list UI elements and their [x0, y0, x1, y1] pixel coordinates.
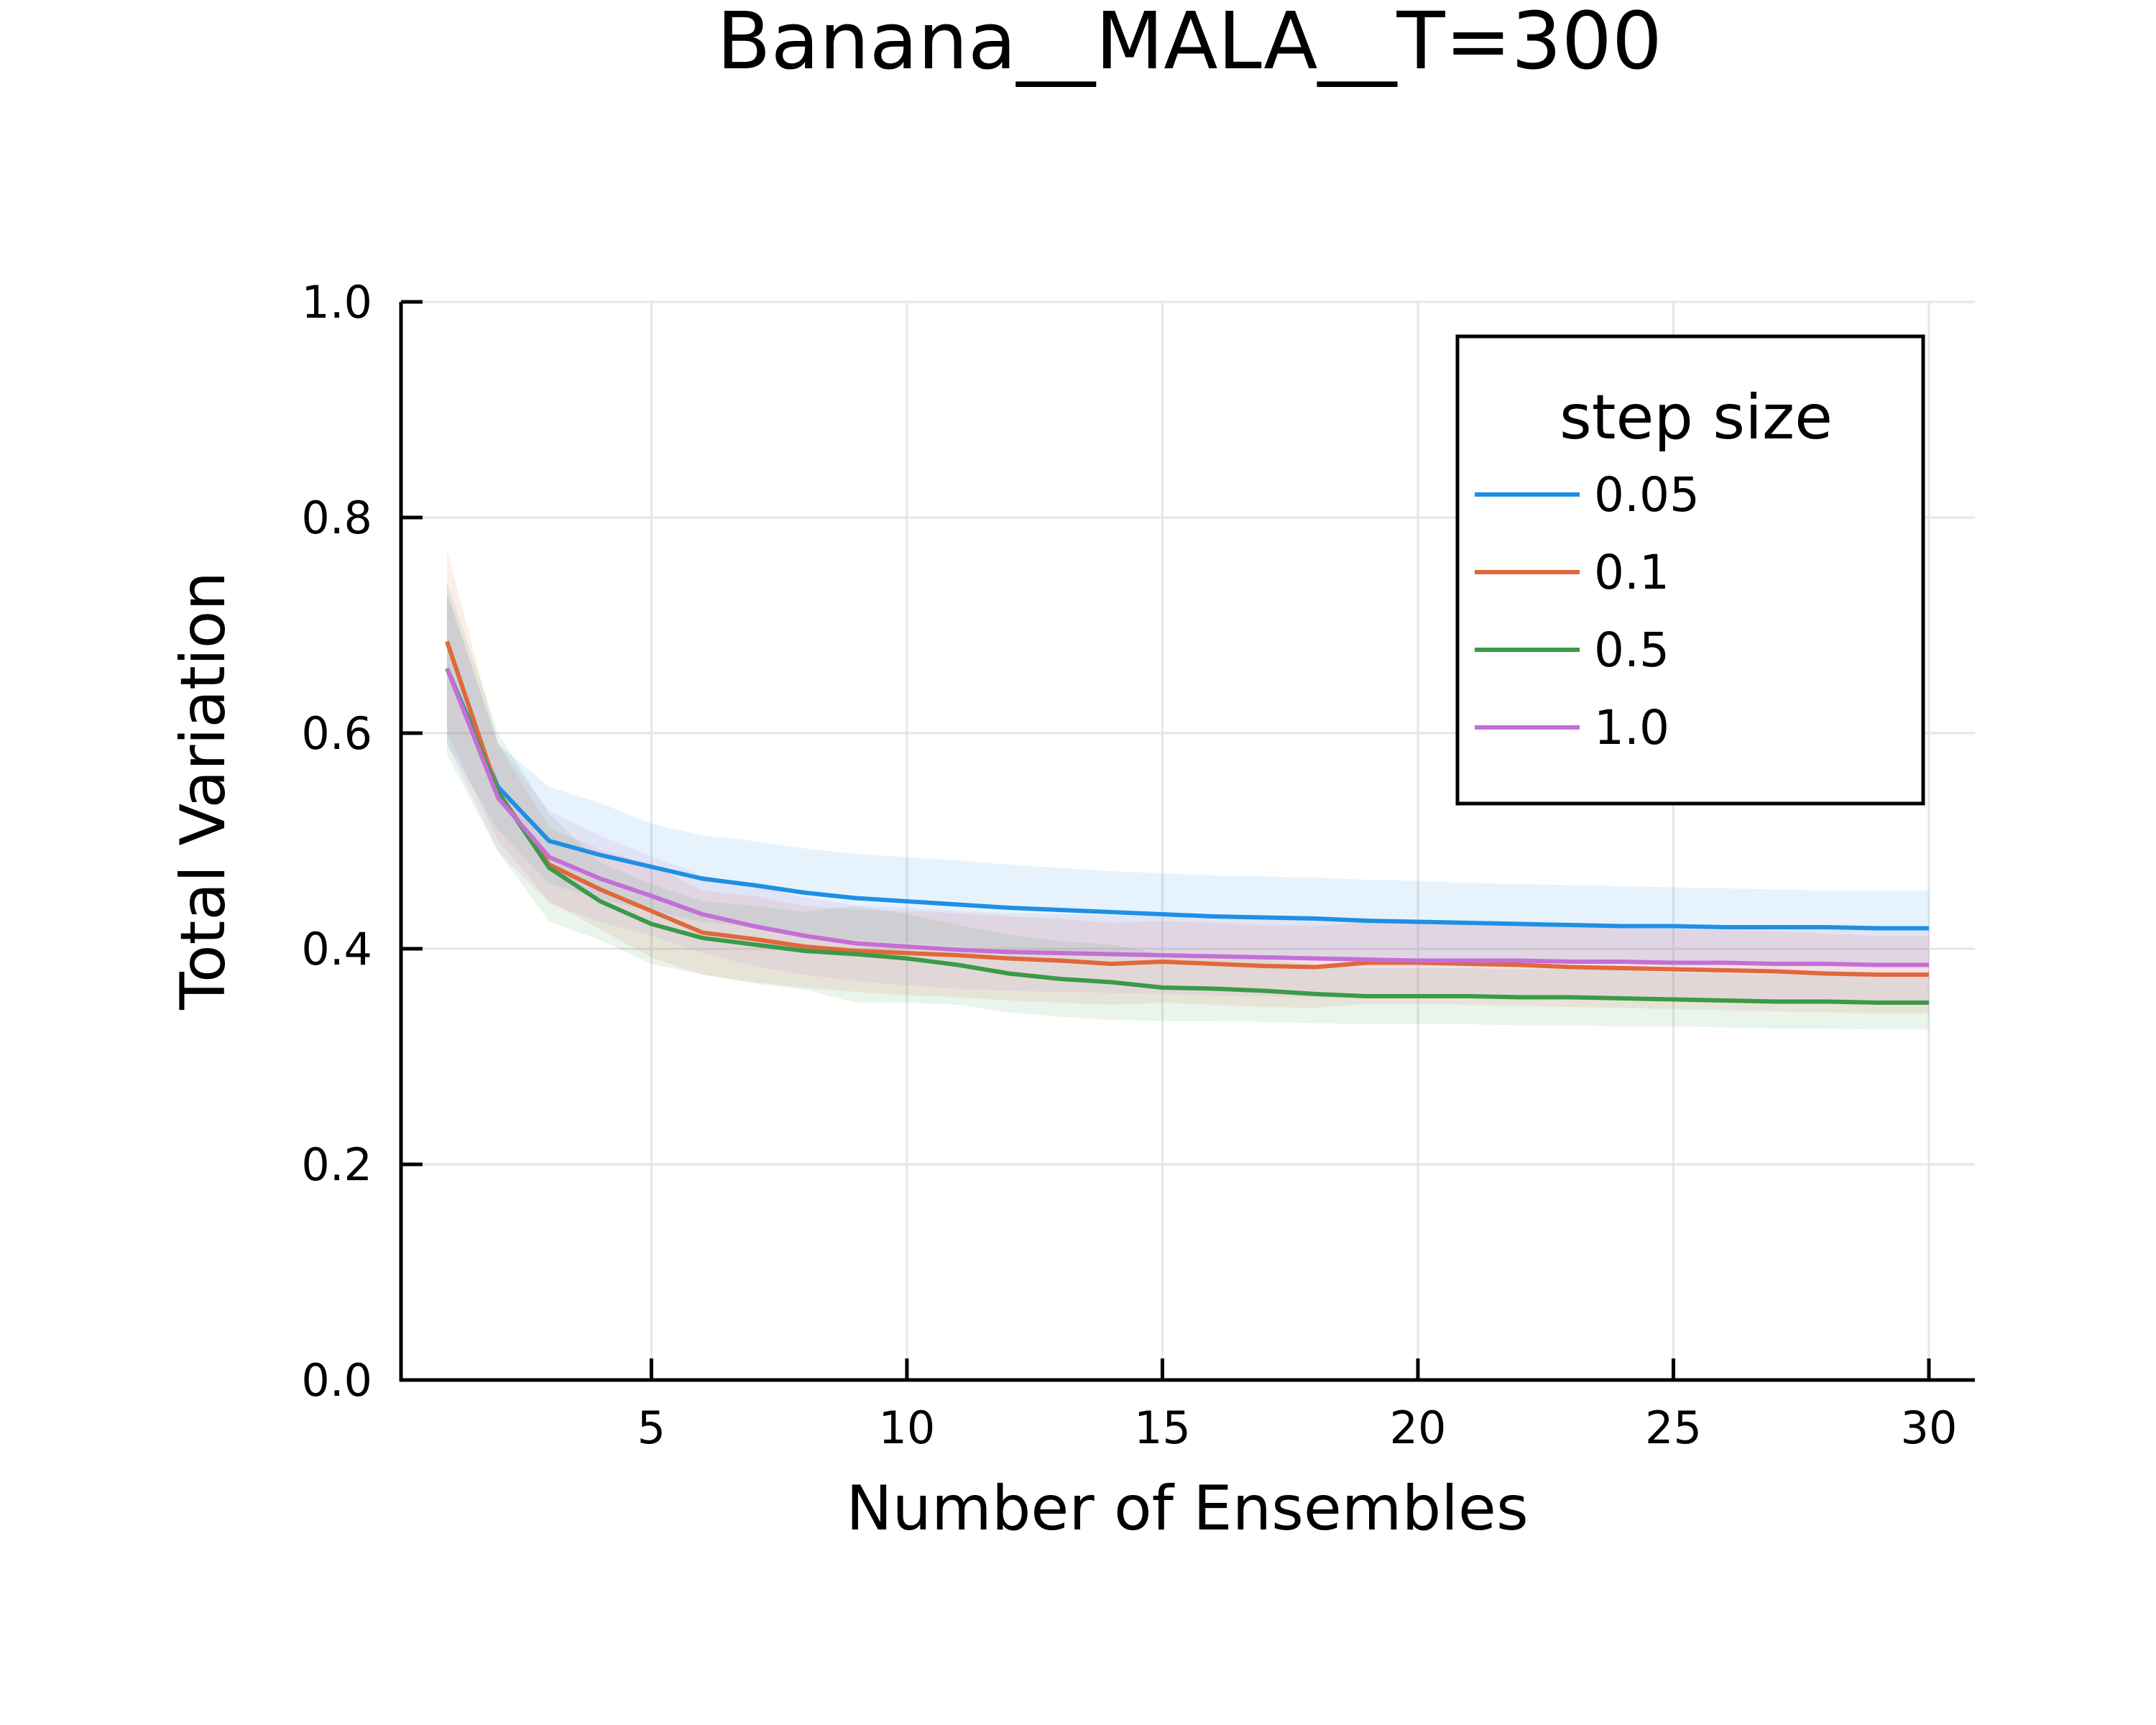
y-tick-label-0.4: 0.4 [301, 923, 372, 975]
x-tick-label-10: 10 [878, 1402, 935, 1454]
x-tick-label-15: 15 [1134, 1402, 1191, 1454]
x-tick-label-20: 20 [1390, 1402, 1447, 1454]
x-axis-label: Number of Ensembles [846, 1473, 1529, 1545]
y-axis-label: Total Variation [167, 571, 239, 1011]
legend-entries: 0.05 0.1 0.5 1.0 [1475, 467, 1700, 755]
x-tick-label-25: 25 [1645, 1402, 1702, 1454]
band-1.0 [446, 593, 1930, 1003]
band-0.05 [446, 593, 1930, 965]
legend: step size 0.05 0.1 0.5 1.0 [1455, 334, 1925, 806]
y-tick-label-0.2: 0.2 [301, 1138, 372, 1191]
y-ticks: 0.0 0.2 0.4 0.6 0.8 1.0 [301, 276, 423, 1407]
legend-label-1.0: 1.0 [1594, 700, 1669, 755]
y-tick-label-1.0: 1.0 [301, 276, 372, 328]
y-tick-label-0.6: 0.6 [301, 707, 372, 760]
legend-label-0.5: 0.5 [1594, 622, 1669, 678]
x-tick-label-30: 30 [1901, 1402, 1958, 1454]
series-line-0.05 [445, 667, 1930, 931]
series-line-0.1 [445, 640, 1930, 977]
y-tick-label-0.0: 0.0 [301, 1354, 372, 1407]
legend-title: step size [1560, 382, 1833, 454]
axes [399, 302, 1975, 1382]
chart-title: Banana__MALA__T=300 [717, 0, 1662, 87]
x-ticks: 5 10 15 20 25 30 [637, 1358, 1958, 1454]
band-0.5 [446, 582, 1930, 1030]
series-lines [445, 640, 1930, 1005]
x-tick-label-5: 5 [637, 1402, 665, 1454]
confidence-bands [446, 550, 1930, 1030]
legend-label-0.1: 0.1 [1594, 545, 1669, 600]
series-line-1.0 [445, 667, 1930, 967]
y-tick-label-0.8: 0.8 [301, 492, 372, 544]
series-line-0.5 [445, 667, 1930, 1005]
band-0.1 [446, 550, 1930, 1013]
legend-label-0.05: 0.05 [1594, 467, 1700, 523]
